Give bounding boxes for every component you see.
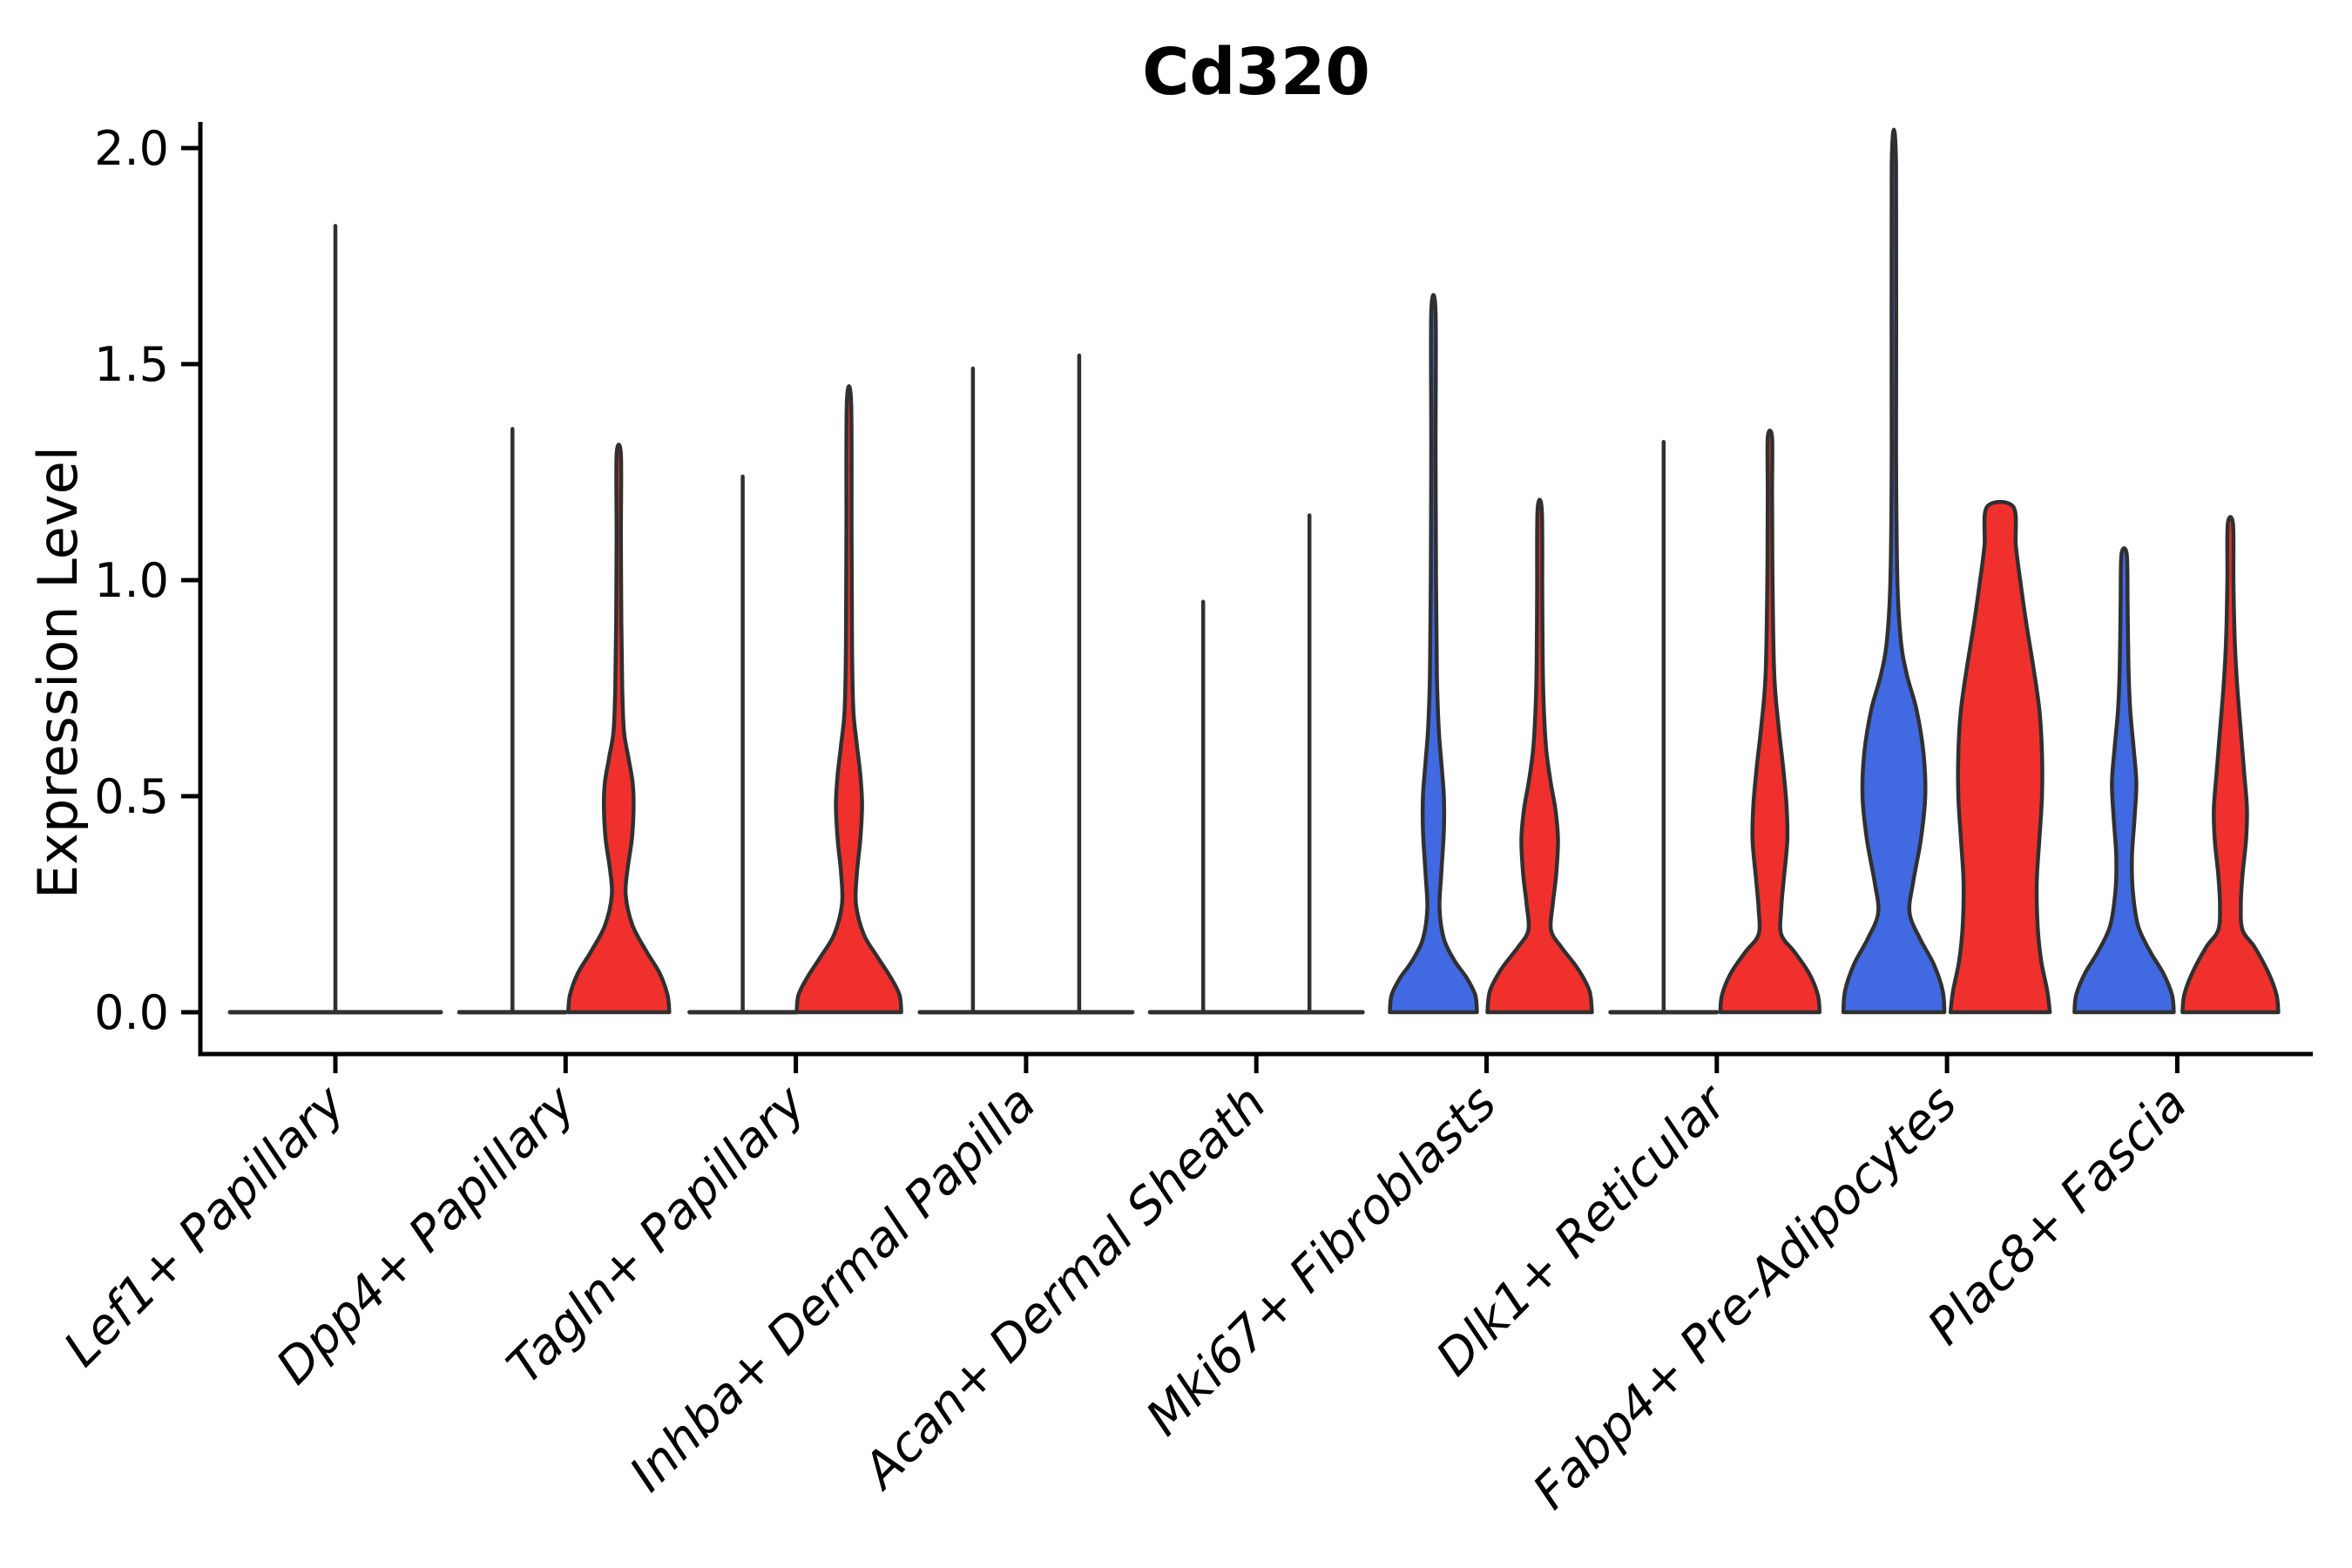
violin-blue-fabp4-pre-adipocytes: [1841, 128, 1947, 1015]
y-axis-label: Expression Level: [26, 446, 90, 899]
violin-red-plac8-fascia: [2180, 515, 2281, 1015]
violin-red-dlk1-reticular: [1718, 429, 1822, 1015]
x-tick-label-fabp4-pre-adipocytes: Fabp4+ Pre-Adipocytes: [1523, 1075, 1968, 1520]
violin-red-tagln-papillary: [794, 384, 903, 1015]
x-tick-label-acan-dermal-sheath: Acan+ Dermal Sheath: [851, 1075, 1277, 1501]
x-tick-label-inhba-dermal-papilla: Inhba+ Dermal Papilla: [619, 1075, 1047, 1503]
violin-red-mki67-fibroblasts: [1485, 497, 1594, 1015]
y-tick-label: 1.5: [94, 337, 169, 392]
y-tick-label: 0.0: [94, 985, 169, 1040]
violin-red-fabp4-pre-adipocytes: [1948, 499, 2052, 1015]
y-tick-label: 2.0: [94, 121, 169, 176]
plot-title: Cd320: [1142, 35, 1370, 110]
violins-layer: [227, 128, 2281, 1015]
violin-blue-plac8-fascia: [2072, 546, 2176, 1015]
violin-red-dpp4-papillary: [566, 443, 672, 1015]
y-tick-label: 1.0: [94, 553, 169, 608]
violin-blue-mki67-fibroblasts: [1388, 293, 1479, 1015]
y-tick-label: 0.5: [94, 769, 169, 824]
